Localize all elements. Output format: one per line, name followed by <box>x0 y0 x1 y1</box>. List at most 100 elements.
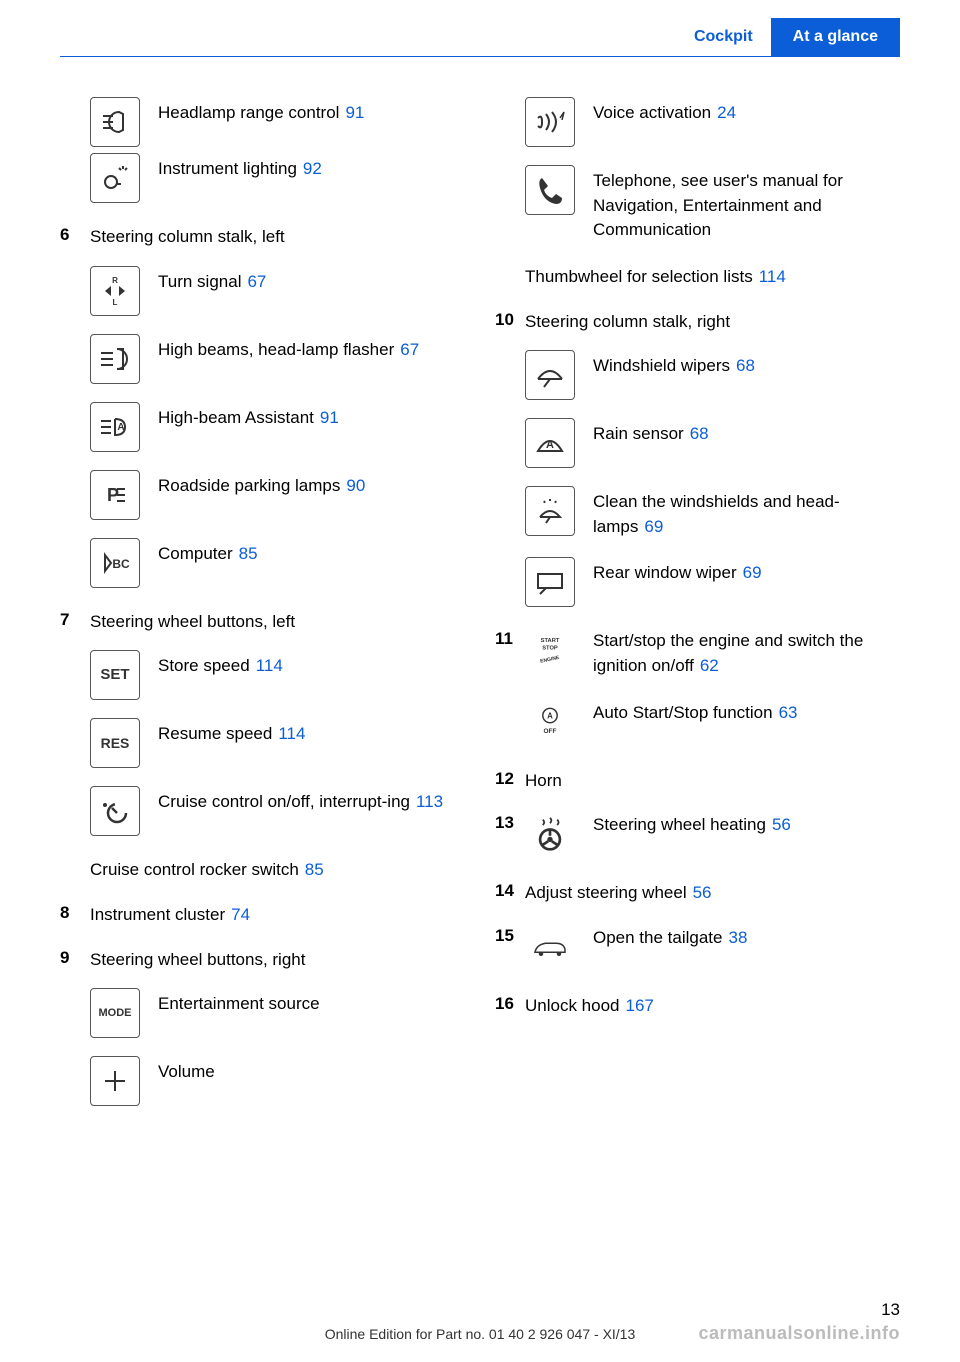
header-section-label: Cockpit <box>676 18 771 56</box>
item-text: Start/stop the engine and switch the ign… <box>593 625 900 678</box>
list-item: BC Computer85 <box>60 538 465 588</box>
volume-icon <box>90 1056 140 1106</box>
start-stop-icon: STARTSTOPENGINE <box>525 625 575 675</box>
list-item: Voice activation24 <box>495 97 900 147</box>
item-text: Instrument lighting92 <box>158 153 465 182</box>
item-text: High beams, head‐lamp flasher67 <box>158 334 465 363</box>
list-item: Telephone, see user's manual for Navigat… <box>495 165 900 243</box>
high-beam-icon <box>90 334 140 384</box>
page-ref-link[interactable]: 56 <box>772 815 791 834</box>
page-ref-link[interactable]: 63 <box>779 703 798 722</box>
mode-icon: MODE <box>90 988 140 1038</box>
high-beam-assist-icon: A <box>90 402 140 452</box>
item-heading: Steering wheel buttons, left <box>90 606 465 635</box>
item-text: Headlamp range control91 <box>158 97 465 126</box>
item-text: Rain sensor68 <box>593 418 900 447</box>
item-text: Cruise control on/off, interrupt‐ing113 <box>158 786 465 815</box>
page-ref-link[interactable]: 114 <box>278 724 305 743</box>
page-ref-link[interactable]: 24 <box>717 103 736 122</box>
page-header: Cockpit At a glance <box>0 0 960 56</box>
washer-icon <box>525 486 575 536</box>
set-icon: SET <box>90 650 140 700</box>
page-ref-link[interactable]: 167 <box>626 996 654 1015</box>
list-item: 6 Steering column stalk, left <box>60 221 465 260</box>
item-text: Store speed114 <box>158 650 465 679</box>
item-number: 8 <box>60 899 90 923</box>
list-item: 13 Steering wheel heating56 <box>495 809 900 859</box>
left-column: Headlamp range control91 Instrument ligh… <box>60 97 465 1124</box>
auto-ss-icon: A OFF <box>525 697 575 747</box>
item-text: Turn signal67 <box>158 266 465 295</box>
item-number: 6 <box>60 221 90 245</box>
page-ref-link[interactable]: 85 <box>239 544 258 563</box>
page-ref-link[interactable]: 62 <box>700 656 719 675</box>
page-ref-link[interactable]: 69 <box>644 517 663 536</box>
list-item: 15 Open the tailgate38 <box>495 922 900 972</box>
item-text: Clean the windshields and head‐lamps69 <box>593 486 900 539</box>
item-number: 16 <box>495 990 525 1014</box>
page-ref-link[interactable]: 92 <box>303 159 322 178</box>
cruise-icon <box>90 786 140 836</box>
list-item: P Roadside parking lamps90 <box>60 470 465 520</box>
list-item: A High-beam Assistant91 <box>60 402 465 452</box>
page-ref-link[interactable]: 69 <box>743 563 762 582</box>
list-item: Headlamp range control91 <box>60 97 465 147</box>
list-item: 11 STARTSTOPENGINE Start/stop the engine… <box>495 625 900 678</box>
item-text: Open the tailgate38 <box>593 922 900 951</box>
page-ref-link[interactable]: 85 <box>305 860 324 879</box>
list-item: RES Resume speed114 <box>60 718 465 768</box>
item-heading: Unlock hood167 <box>525 990 900 1019</box>
list-item: Windshield wipers68 <box>495 350 900 400</box>
page-ref-link[interactable]: 67 <box>247 272 266 291</box>
right-column: Voice activation24 Telephone, see user's… <box>495 97 900 1124</box>
svg-text:A: A <box>547 711 553 720</box>
svg-text:ENGINE: ENGINE <box>540 655 561 665</box>
page-ref-link[interactable]: 68 <box>736 356 755 375</box>
list-item: 9 Steering wheel buttons, right <box>60 944 465 983</box>
page-ref-link[interactable]: 67 <box>400 340 419 359</box>
svg-text:STOP: STOP <box>542 646 558 652</box>
rear-wiper-icon <box>525 557 575 607</box>
page-number: 13 <box>881 1300 900 1320</box>
item-text: Voice activation24 <box>593 97 900 126</box>
item-number: 15 <box>495 922 525 946</box>
item-text: Thumbwheel for selection lists114 <box>525 261 900 290</box>
page-ref-link[interactable]: 114 <box>759 267 786 286</box>
svg-text:BC: BC <box>112 557 130 571</box>
svg-text:A: A <box>117 422 124 433</box>
list-item: 7 Steering wheel buttons, left <box>60 606 465 645</box>
item-number: 11 <box>495 625 525 649</box>
computer-icon: BC <box>90 538 140 588</box>
header-chapter-label: At a glance <box>771 18 900 56</box>
page-ref-link[interactable]: 56 <box>693 883 712 902</box>
page-ref-link[interactable]: 90 <box>346 476 365 495</box>
item-text: Volume <box>158 1056 465 1085</box>
res-icon: RES <box>90 718 140 768</box>
page-ref-link[interactable]: 38 <box>728 928 747 947</box>
instrument-light-icon <box>90 153 140 203</box>
list-item: Cruise control rocker switch85 <box>60 854 465 893</box>
page-ref-link[interactable]: 74 <box>231 905 250 924</box>
page-ref-link[interactable]: 68 <box>690 424 709 443</box>
item-heading: Steering wheel buttons, right <box>90 944 465 973</box>
item-text: Computer85 <box>158 538 465 567</box>
page-ref-link[interactable]: 91 <box>320 408 339 427</box>
page-ref-link[interactable]: 91 <box>345 103 364 122</box>
item-number: 9 <box>60 944 90 968</box>
page-ref-link[interactable]: 114 <box>256 656 283 675</box>
item-heading: Steering column stalk, right <box>525 306 900 335</box>
headlamp-range-icon <box>90 97 140 147</box>
item-text: Entertainment source <box>158 988 465 1017</box>
svg-text:OFF: OFF <box>544 728 557 735</box>
turn-signal-icon: RL <box>90 266 140 316</box>
page-ref-link[interactable]: 113 <box>416 792 443 811</box>
item-number: 10 <box>495 306 525 330</box>
parking-lamp-icon: P <box>90 470 140 520</box>
watermark: carmanualsonline.info <box>698 1323 900 1344</box>
item-heading: Adjust steering wheel56 <box>525 877 900 906</box>
item-number: 13 <box>495 809 525 833</box>
item-text: Roadside parking lamps90 <box>158 470 465 499</box>
item-text: High-beam Assistant91 <box>158 402 465 431</box>
list-item: SET Store speed114 <box>60 650 465 700</box>
list-item: RL Turn signal67 <box>60 266 465 316</box>
